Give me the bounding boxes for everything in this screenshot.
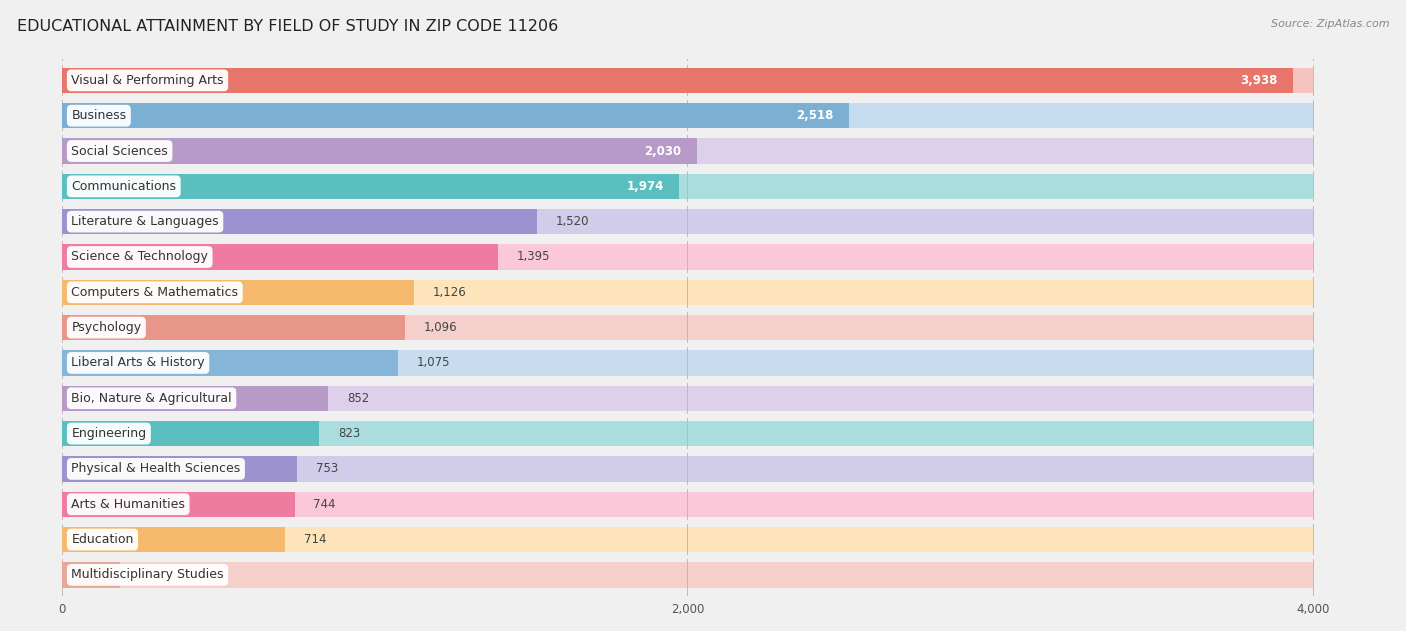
Text: 1,126: 1,126 xyxy=(433,286,467,299)
Bar xyxy=(62,103,849,128)
Text: Communications: Communications xyxy=(72,180,176,193)
Bar xyxy=(62,527,285,552)
Text: 2,518: 2,518 xyxy=(796,109,834,122)
Text: Education: Education xyxy=(72,533,134,546)
Bar xyxy=(62,492,1313,517)
Text: Computers & Mathematics: Computers & Mathematics xyxy=(72,286,238,299)
Bar xyxy=(62,421,1313,446)
Bar xyxy=(62,527,1313,552)
Bar xyxy=(62,68,1313,93)
Text: 3,938: 3,938 xyxy=(1240,74,1278,87)
Bar xyxy=(62,103,1313,128)
Bar xyxy=(62,350,1313,375)
Bar xyxy=(62,244,1313,269)
Text: 753: 753 xyxy=(316,463,339,475)
Bar xyxy=(62,174,1313,199)
Text: 714: 714 xyxy=(304,533,326,546)
Bar xyxy=(62,456,298,481)
Text: 852: 852 xyxy=(347,392,370,404)
Text: 1,974: 1,974 xyxy=(626,180,664,193)
Text: Literature & Languages: Literature & Languages xyxy=(72,215,219,228)
Text: 1,075: 1,075 xyxy=(416,357,450,369)
Bar xyxy=(62,138,1313,163)
Text: Visual & Performing Arts: Visual & Performing Arts xyxy=(72,74,224,87)
Text: 1,395: 1,395 xyxy=(517,251,550,264)
Bar xyxy=(62,386,329,411)
Text: 2,030: 2,030 xyxy=(644,144,681,158)
Text: Engineering: Engineering xyxy=(72,427,146,440)
Bar xyxy=(62,174,679,199)
Text: Social Sciences: Social Sciences xyxy=(72,144,169,158)
Text: 1,096: 1,096 xyxy=(423,321,457,334)
Text: Psychology: Psychology xyxy=(72,321,142,334)
Bar xyxy=(62,386,1313,411)
Text: Science & Technology: Science & Technology xyxy=(72,251,208,264)
Text: Multidisciplinary Studies: Multidisciplinary Studies xyxy=(72,569,224,581)
Text: Source: ZipAtlas.com: Source: ZipAtlas.com xyxy=(1271,19,1389,29)
Bar xyxy=(62,315,405,340)
Bar xyxy=(62,280,413,305)
Bar xyxy=(62,244,498,269)
Bar xyxy=(62,280,1313,305)
Bar xyxy=(62,315,1313,340)
Text: 1,520: 1,520 xyxy=(555,215,589,228)
Text: Business: Business xyxy=(72,109,127,122)
Text: Physical & Health Sciences: Physical & Health Sciences xyxy=(72,463,240,475)
Text: 744: 744 xyxy=(314,498,336,510)
Bar xyxy=(62,68,1294,93)
Bar xyxy=(62,209,1313,234)
Text: EDUCATIONAL ATTAINMENT BY FIELD OF STUDY IN ZIP CODE 11206: EDUCATIONAL ATTAINMENT BY FIELD OF STUDY… xyxy=(17,19,558,34)
Bar xyxy=(62,209,537,234)
Bar xyxy=(62,492,295,517)
Text: 823: 823 xyxy=(337,427,360,440)
Text: 185: 185 xyxy=(139,569,160,581)
Bar xyxy=(62,350,398,375)
Text: Bio, Nature & Agricultural: Bio, Nature & Agricultural xyxy=(72,392,232,404)
Bar xyxy=(62,421,319,446)
Bar xyxy=(62,562,120,587)
Bar xyxy=(62,138,697,163)
Text: Arts & Humanities: Arts & Humanities xyxy=(72,498,186,510)
Bar xyxy=(62,562,1313,587)
Bar xyxy=(62,456,1313,481)
Text: Liberal Arts & History: Liberal Arts & History xyxy=(72,357,205,369)
